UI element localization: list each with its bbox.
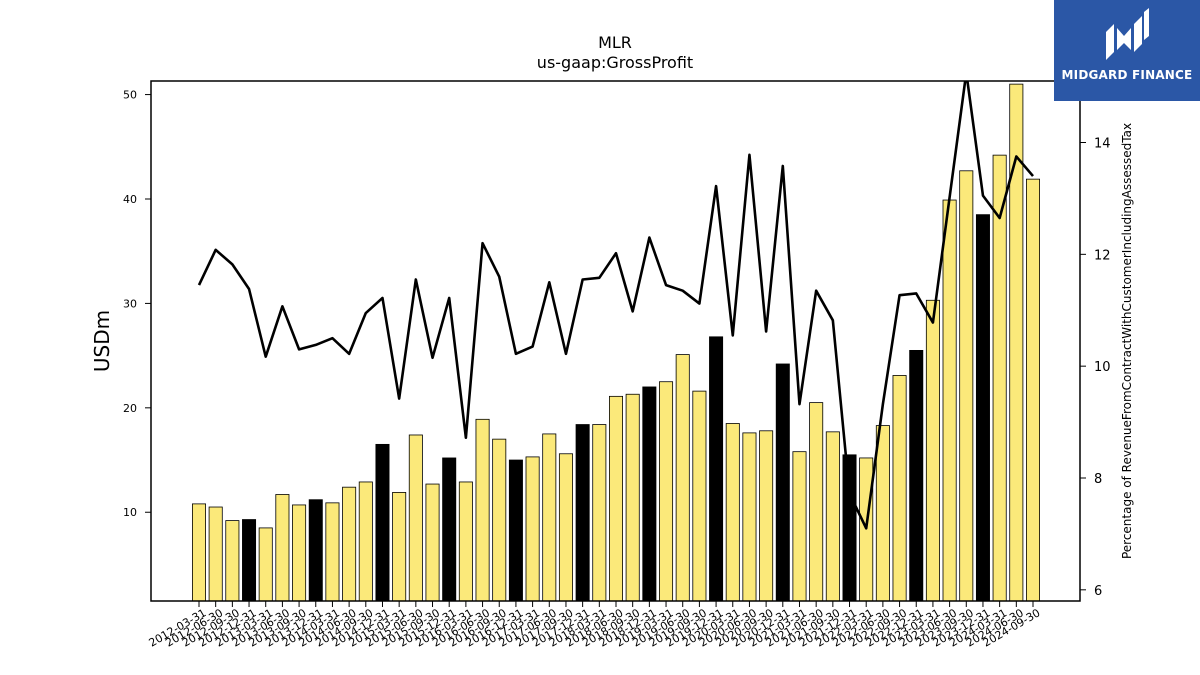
y-tick-label: 30 <box>123 297 137 310</box>
bar-2013-06-30 <box>275 494 290 601</box>
bar-2020-09-30 <box>759 430 774 601</box>
bar-2017-09-30 <box>558 453 573 601</box>
bar-2024-09-30 <box>1026 178 1041 601</box>
bar-2018-12-31 <box>642 386 657 601</box>
y-tick-label: 40 <box>123 193 137 206</box>
bar-2016-09-30 <box>492 438 507 601</box>
midgard-m-logo-icon <box>1106 8 1149 60</box>
bar-2014-09-30 <box>358 481 373 601</box>
y2-axis-label: Percentage of RevenueFromContractWithCus… <box>1120 123 1134 559</box>
bar-2020-12-31 <box>775 363 790 601</box>
bar-2022-12-31 <box>909 349 924 601</box>
bar-2020-03-31 <box>725 423 740 601</box>
brand-name: MIDGARD FINANCE <box>1061 68 1193 82</box>
bar-2017-12-31 <box>575 424 590 601</box>
line-series-group <box>197 81 1034 530</box>
bar-2015-12-31 <box>442 457 457 601</box>
bar-2012-03-31 <box>191 503 206 601</box>
bar-2018-09-30 <box>625 393 640 601</box>
chart-subtitle: us-gaap:GrossProfit <box>537 53 693 72</box>
y-tick-label: 50 <box>123 89 137 102</box>
bar-2019-09-30 <box>692 390 707 601</box>
y2-tick-label: 10 <box>1094 360 1111 375</box>
bar-2022-09-30 <box>892 375 907 601</box>
y2-tick-label: 14 <box>1094 137 1111 152</box>
bar-2012-06-30 <box>208 506 223 601</box>
bar-2019-12-31 <box>709 336 724 601</box>
bar-2021-03-31 <box>792 451 807 601</box>
bar-2012-09-30 <box>225 520 240 601</box>
x-axis: 2012-03-312012-06-302012-09-302012-12-31… <box>147 601 1043 650</box>
bar-2022-06-30 <box>875 425 890 601</box>
bar-2018-06-30 <box>609 395 624 601</box>
brand-logo: MIDGARD FINANCE <box>1054 0 1200 101</box>
bar-2023-03-31 <box>925 299 940 601</box>
bar-2017-06-30 <box>542 433 557 601</box>
bar-2024-03-31 <box>992 154 1007 601</box>
y-axis-label: USDm <box>90 310 114 372</box>
bar-2014-12-31 <box>375 443 390 601</box>
y-tick-label: 20 <box>123 402 137 415</box>
bar-2021-09-30 <box>825 431 840 601</box>
bar-2018-03-31 <box>592 424 607 601</box>
right-axis: 6 8 10 12 14 <box>1080 137 1111 599</box>
bar-2012-12-31 <box>242 519 257 601</box>
bar-2013-09-30 <box>292 504 307 601</box>
y2-tick-label: 12 <box>1094 248 1111 263</box>
bar-2023-06-30 <box>942 199 957 601</box>
bar-2015-09-30 <box>425 483 440 601</box>
y2-tick-label: 8 <box>1094 472 1102 487</box>
bar-2019-06-30 <box>675 354 690 601</box>
bar-2021-06-30 <box>809 402 824 601</box>
left-axis: 10 20 30 40 50 <box>123 89 151 519</box>
bar-2013-12-31 <box>308 499 323 601</box>
bar-2016-12-31 <box>508 459 523 601</box>
bar-2023-09-30 <box>959 170 974 601</box>
bar-2015-03-31 <box>392 492 407 601</box>
bar-2014-06-30 <box>342 486 357 601</box>
bar-2020-06-30 <box>742 432 757 601</box>
y-tick-label: 10 <box>123 506 137 519</box>
bar-2015-06-30 <box>408 434 423 601</box>
bar-2013-03-31 <box>258 527 273 601</box>
bar-2021-12-31 <box>842 454 857 601</box>
bar-2019-03-31 <box>659 381 674 601</box>
bar-2016-03-31 <box>458 481 473 601</box>
y2-tick-label: 6 <box>1094 584 1102 599</box>
bar-series <box>191 83 1041 601</box>
chart-title: MLR <box>598 33 632 52</box>
bar-2017-03-31 <box>525 456 540 601</box>
bar-2023-12-31 <box>975 214 990 601</box>
bar-2014-03-31 <box>325 502 340 601</box>
bar-2016-06-30 <box>475 418 490 601</box>
percentage-line <box>197 81 1034 530</box>
